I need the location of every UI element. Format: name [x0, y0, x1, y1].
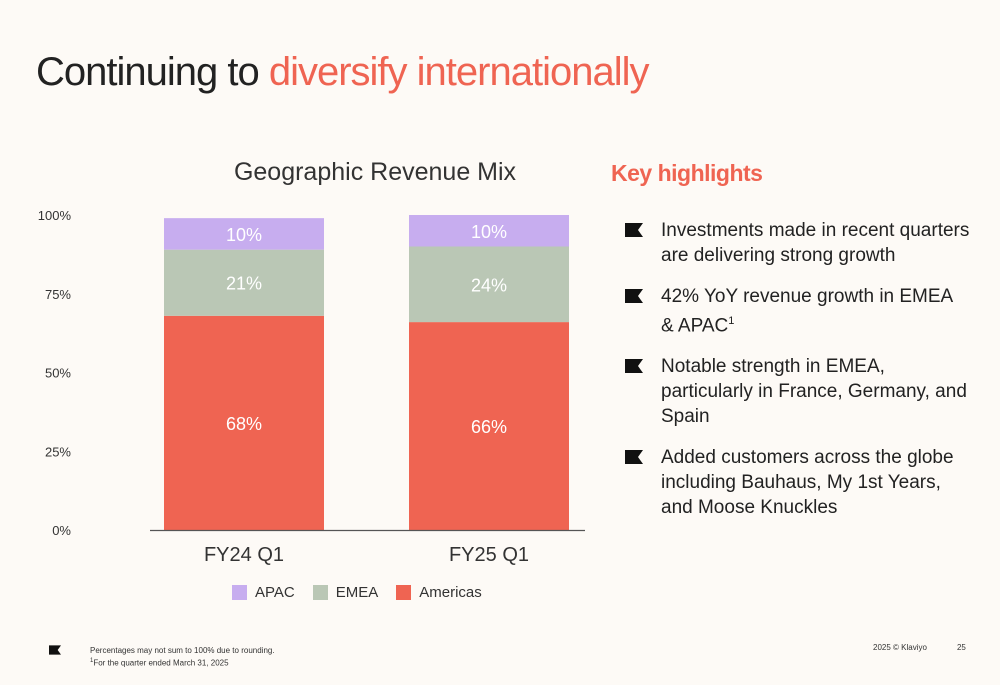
bar-segment-apac: [409, 215, 569, 247]
highlight-item: Notable strength in EMEA, particularly i…: [625, 354, 970, 429]
flag-icon: [625, 223, 643, 237]
highlight-item: Investments made in recent quarters are …: [625, 218, 970, 268]
footnote-rounding: Percentages may not sum to 100% due to r…: [90, 646, 275, 655]
klaviyo-logo-flag-icon: [49, 645, 61, 655]
legend-label-americas: Americas: [419, 584, 482, 601]
highlight-text: Notable strength in EMEA, particularly i…: [661, 356, 967, 428]
legend-label-apac: APAC: [255, 584, 295, 601]
key-highlights-title: Key highlights: [611, 160, 763, 186]
stacked-bar-chart: 0% 25% 50% 75% 100% 68% 21% 10% FY24 Q1 66% 24% 10%…: [38, 208, 585, 566]
legend-item-americas: Americas: [396, 584, 482, 601]
copyright: 2025 © Klaviyo: [873, 643, 927, 652]
footnote-quarter: 1For the quarter ended March 31, 2025: [90, 656, 275, 669]
x-tick-label: FY24 Q1: [204, 544, 284, 566]
footnote-quarter-text: For the quarter ended March 31, 2025: [93, 658, 229, 668]
highlight-text: Investments made in recent quarters are …: [661, 220, 970, 266]
chart-title: Geographic Revenue Mix: [233, 158, 517, 186]
highlight-text: Added customers across the globe includi…: [661, 447, 954, 519]
footnote-marker: 1: [90, 658, 94, 664]
y-tick-label: 75%: [45, 287, 71, 302]
data-label: 66%: [471, 417, 507, 437]
highlight-item: Added customers across the globe includi…: [625, 445, 970, 520]
highlight-text-wrap: 42% YoY revenue growth in EMEA & APAC1: [661, 284, 970, 338]
footnote-marker: 1: [728, 315, 735, 327]
slide-title-accent: diversify internationally: [268, 50, 650, 94]
highlight-text: 42% YoY revenue growth in EMEA & APAC: [661, 286, 953, 337]
y-tick-label: 25%: [45, 444, 71, 459]
data-label: 68%: [226, 414, 262, 434]
bar-segment-americas: [164, 315, 324, 530]
flag-icon: [625, 289, 643, 303]
bar-segment-apac: [164, 218, 324, 250]
slide-title-plain: Continuing to: [36, 50, 269, 94]
bar-segment-emea: [409, 246, 569, 323]
footer-right: 2025 © Klaviyo 25: [873, 643, 966, 652]
y-tick-label: 50%: [45, 366, 71, 381]
data-label: 24%: [471, 275, 507, 295]
legend-swatch-emea: [312, 585, 328, 600]
flag-icon: [625, 359, 643, 374]
chart-legend: APAC EMEA Americas: [232, 584, 482, 601]
data-label: 21%: [226, 274, 262, 294]
legend-swatch-americas: [396, 585, 412, 600]
legend-item-emea: EMEA: [312, 584, 379, 601]
legend-item-apac: APAC: [232, 584, 295, 601]
data-label: 10%: [226, 225, 262, 245]
highlight-item: 42% YoY revenue growth in EMEA & APAC1: [625, 284, 970, 338]
footnotes: Percentages may not sum to 100% due to r…: [90, 646, 275, 669]
x-tick-label: FY25 Q1: [449, 544, 529, 566]
data-label: 10%: [471, 222, 507, 242]
bar-segment-americas: [409, 322, 569, 530]
y-tick-label: 0%: [52, 523, 71, 538]
flag-icon: [625, 450, 643, 465]
page-number: 25: [956, 643, 966, 652]
bar-segment-emea: [164, 249, 324, 316]
legend-swatch-apac: [232, 585, 247, 600]
slide-title: Continuing to diversify internationally: [36, 50, 650, 95]
y-tick-label: 100%: [38, 208, 72, 223]
legend-label-emea: EMEA: [335, 584, 379, 601]
highlights-list: Investments made in recent quarters are …: [625, 218, 970, 536]
